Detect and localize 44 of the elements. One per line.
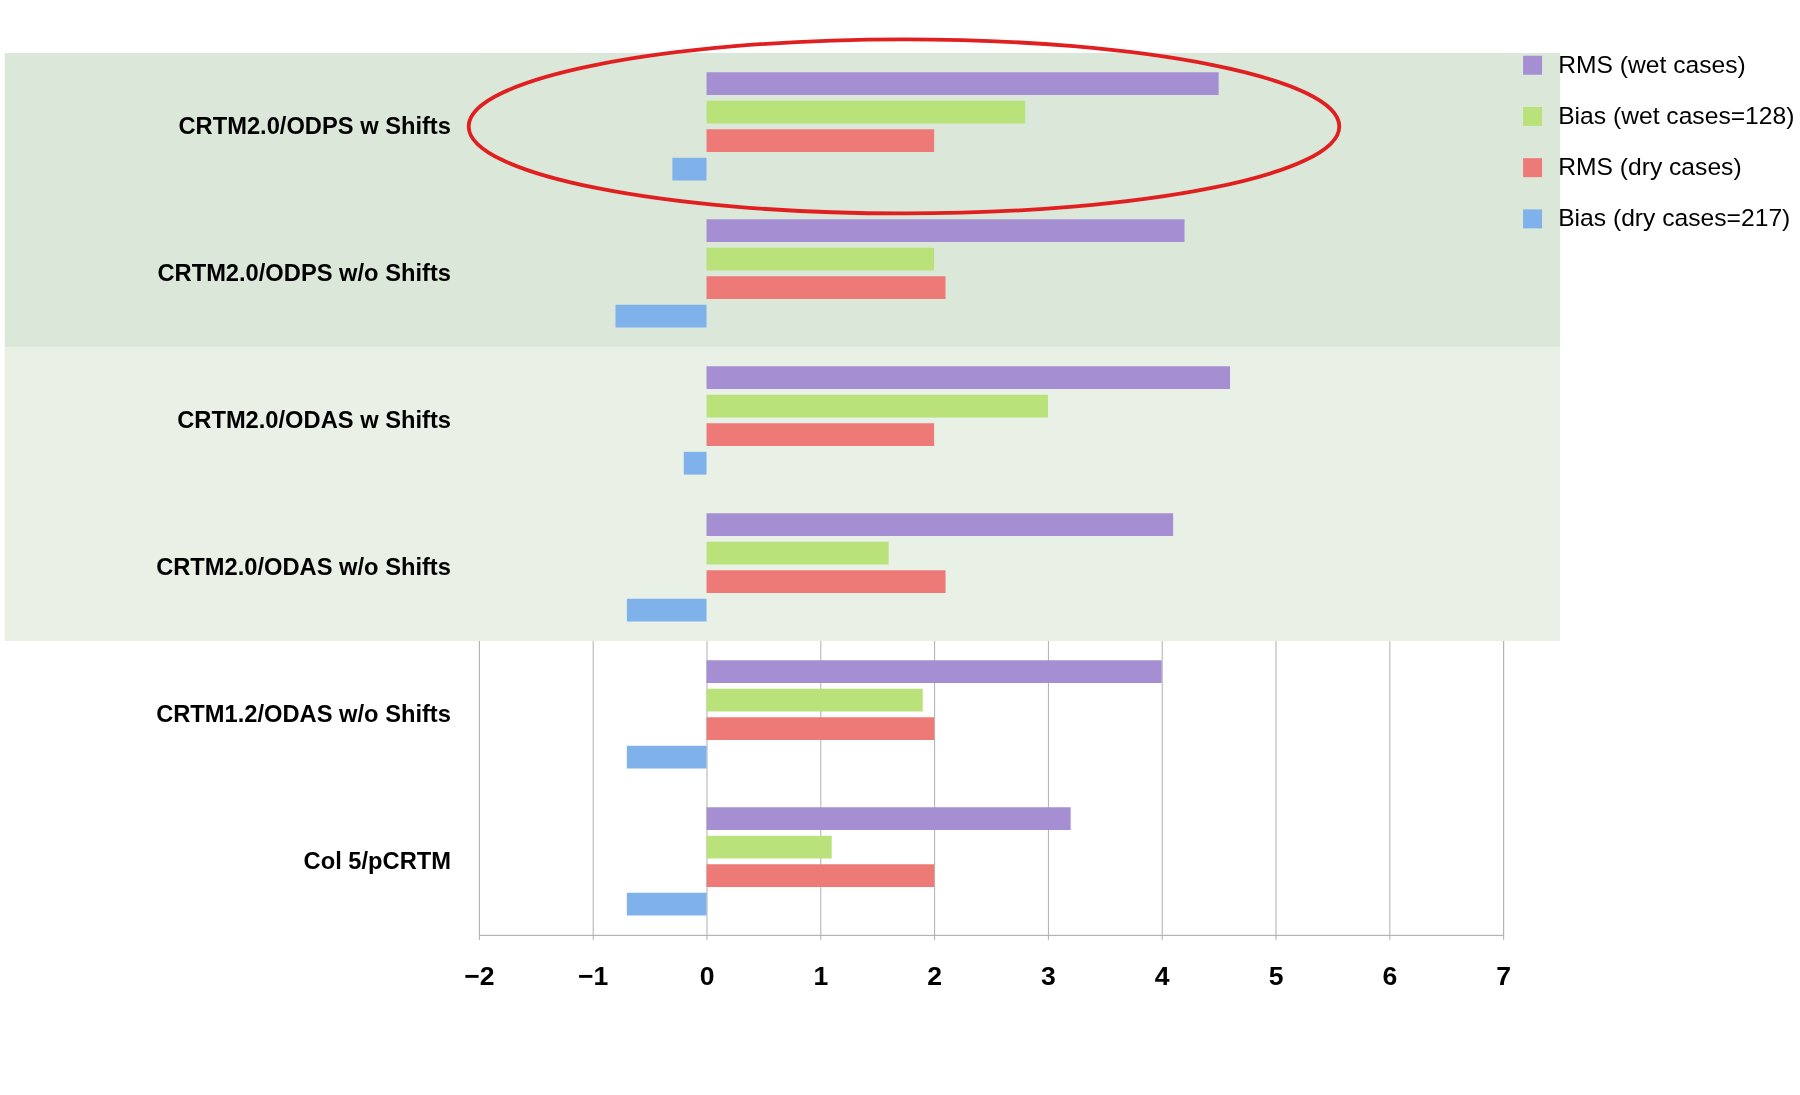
bar [706,72,1219,95]
bar [615,304,707,328]
bar [706,570,946,594]
y-tick-label: Col 5/pCRTM [303,847,451,874]
bar [706,423,935,447]
bar [706,660,1162,683]
bar [706,717,935,741]
bar [706,366,1231,389]
bar [683,451,707,475]
x-tick-label: 6 [1382,960,1398,991]
x-tick-label: −2 [464,960,495,991]
y-tick-label: CRTM1.2/ODAS w/o Shifts [156,700,451,727]
bar [706,276,946,300]
bar [626,598,707,622]
bar [706,864,935,888]
x-tick-label: 1 [813,960,829,991]
bar [672,157,707,181]
y-tick-label: CRTM2.0/ODPS w/o Shifts [157,260,451,286]
x-tick-label: 0 [699,960,715,991]
legend-label: RMS (dry cases) [1558,153,1742,181]
bar [706,807,1071,830]
y-tick-label: CRTM2.0/ODAS w/o Shifts [156,553,451,580]
bar [706,513,1174,536]
bar [626,892,707,916]
bar [706,688,923,712]
x-tick-label: −1 [578,960,609,991]
legend-label: RMS (wet cases) [1558,50,1746,78]
x-tick-label: 5 [1268,960,1284,991]
bar [706,129,935,153]
x-tick-label: 3 [1041,960,1056,991]
bar [706,394,1048,418]
bar [706,219,1185,242]
bar [626,745,707,769]
legend-label: Bias (wet cases=128) [1558,102,1795,130]
legend-label: Bias (dry cases=217) [1558,204,1791,232]
x-tick-label: 2 [927,960,942,991]
bar [706,541,889,565]
y-tick-label: CRTM2.0/ODAS w Shifts [177,406,451,433]
x-tick-label: 7 [1496,960,1512,991]
x-tick-label: 4 [1154,960,1170,991]
bar [706,247,935,271]
bar [706,100,1026,124]
y-tick-label: CRTM2.0/ODPS w Shifts [178,113,451,139]
bar [706,835,832,859]
